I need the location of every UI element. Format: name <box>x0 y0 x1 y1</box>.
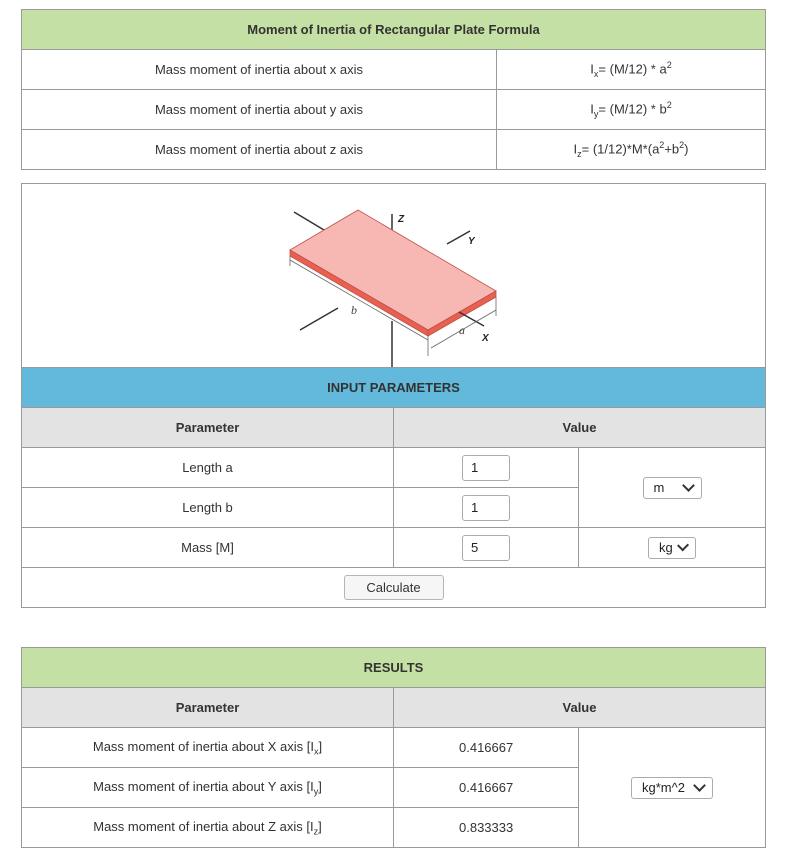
plate-diagram: Z Y X b a <box>289 209 497 367</box>
chevron-down-icon <box>693 779 706 792</box>
chevron-down-icon <box>681 479 695 492</box>
result-label: Mass moment of inertia about Z axis [Iz] <box>21 807 394 848</box>
formula-expression: Ix= (M/12) * a2 <box>495 49 767 90</box>
input-row-mass: Mass [M] kg <box>21 527 767 568</box>
axis-label-x: X <box>481 333 490 344</box>
result-value: 0.416667 <box>393 767 579 808</box>
results-header: RESULTS <box>20 647 767 688</box>
formula-row-z: Mass moment of inertia about z axis Iz= … <box>21 129 767 170</box>
formula-title: Moment of Inertia of Rectangular Plate F… <box>20 9 767 50</box>
formula-row-y: Mass moment of inertia about y axis Iy= … <box>21 89 767 130</box>
result-row-z: Mass moment of inertia about Z axis [Iz]… <box>21 807 766 848</box>
formula-expression: Iz= (1/12)*M*(a2+b2) <box>495 129 767 170</box>
input-table: Z Y X b a INPUT PARAMETERS Parameter Val… <box>20 183 767 608</box>
results-col-parameter: Parameter <box>21 687 394 728</box>
formula-label: Mass moment of inertia about z axis <box>21 129 497 170</box>
length-b-input[interactable] <box>462 494 510 521</box>
formula-row-x: Mass moment of inertia about x axis Ix= … <box>21 49 767 90</box>
result-label: Mass moment of inertia about Y axis [Iy] <box>21 767 394 808</box>
result-row-x: Mass moment of inertia about X axis [Ix]… <box>21 727 767 848</box>
param-label: Mass [M] <box>21 527 394 568</box>
formula-label: Mass moment of inertia about y axis <box>21 89 497 130</box>
result-unit-select[interactable]: kg*m^2 <box>631 776 713 799</box>
result-label: Mass moment of inertia about X axis [Ix] <box>21 727 394 768</box>
formula-expression: Iy= (M/12) * b2 <box>495 89 767 130</box>
results-col-value: Value <box>392 687 767 728</box>
results-table: RESULTS Parameter Value Mass moment of i… <box>20 647 767 848</box>
plate-diagram-cell: Z Y X b a <box>20 183 767 368</box>
length-a-input[interactable] <box>462 454 510 481</box>
input-row-length-b: Length b <box>21 487 766 528</box>
input-col-value: Value <box>392 407 767 448</box>
input-parameters-header: INPUT PARAMETERS <box>20 367 767 408</box>
calculate-button[interactable]: Calculate <box>343 575 444 600</box>
param-label: Length b <box>21 487 394 528</box>
formula-table: Moment of Inertia of Rectangular Plate F… <box>20 9 767 170</box>
length-unit-select[interactable]: m <box>642 476 702 499</box>
input-col-parameter: Parameter <box>21 407 394 448</box>
result-value: 0.833333 <box>393 807 579 848</box>
mass-input[interactable] <box>462 534 510 561</box>
axis-label-z: Z <box>397 214 405 225</box>
formula-label: Mass moment of inertia about x axis <box>21 49 497 90</box>
result-value: 0.416667 <box>393 727 579 768</box>
axis-label-y: Y <box>468 236 476 247</box>
mass-unit-select[interactable]: kg <box>648 536 696 559</box>
dimension-label-b: b <box>351 303 357 317</box>
result-row-y: Mass moment of inertia about Y axis [Iy]… <box>21 767 766 808</box>
dimension-label-a: a <box>459 323 465 337</box>
chevron-down-icon <box>676 539 689 552</box>
input-row-length-a: Length a m <box>21 447 767 528</box>
param-label: Length a <box>21 447 394 488</box>
